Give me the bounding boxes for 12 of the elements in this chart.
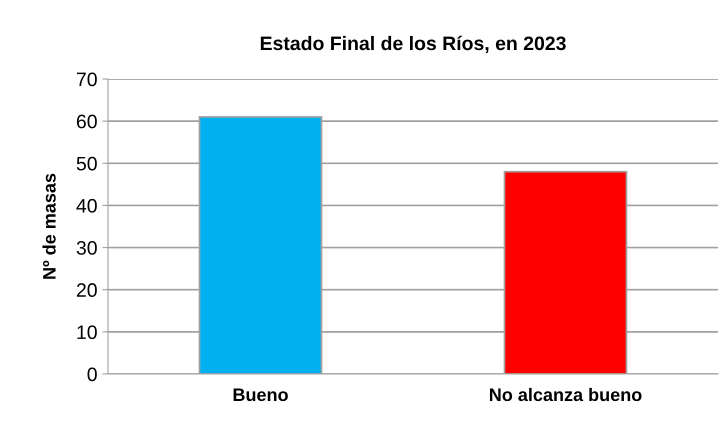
y-tick-label: 0 [88, 367, 97, 382]
y-tick-label: 30 [76, 241, 97, 255]
y-tick-label: 70 [76, 72, 97, 86]
y-tick-label: 60 [76, 114, 97, 128]
chart-title: Estado Final de los Ríos, en 2023 [260, 36, 566, 54]
x-tick-label: No alcanza bueno [490, 388, 642, 402]
y-tick-label: 20 [76, 283, 97, 297]
y-axis-title: Nº de masas [42, 174, 56, 279]
y-tick-label: 10 [77, 325, 97, 340]
x-tick-label: Bueno [234, 388, 288, 402]
y-tick-label: 40 [76, 198, 97, 213]
y-tick-label: 50 [76, 156, 97, 171]
